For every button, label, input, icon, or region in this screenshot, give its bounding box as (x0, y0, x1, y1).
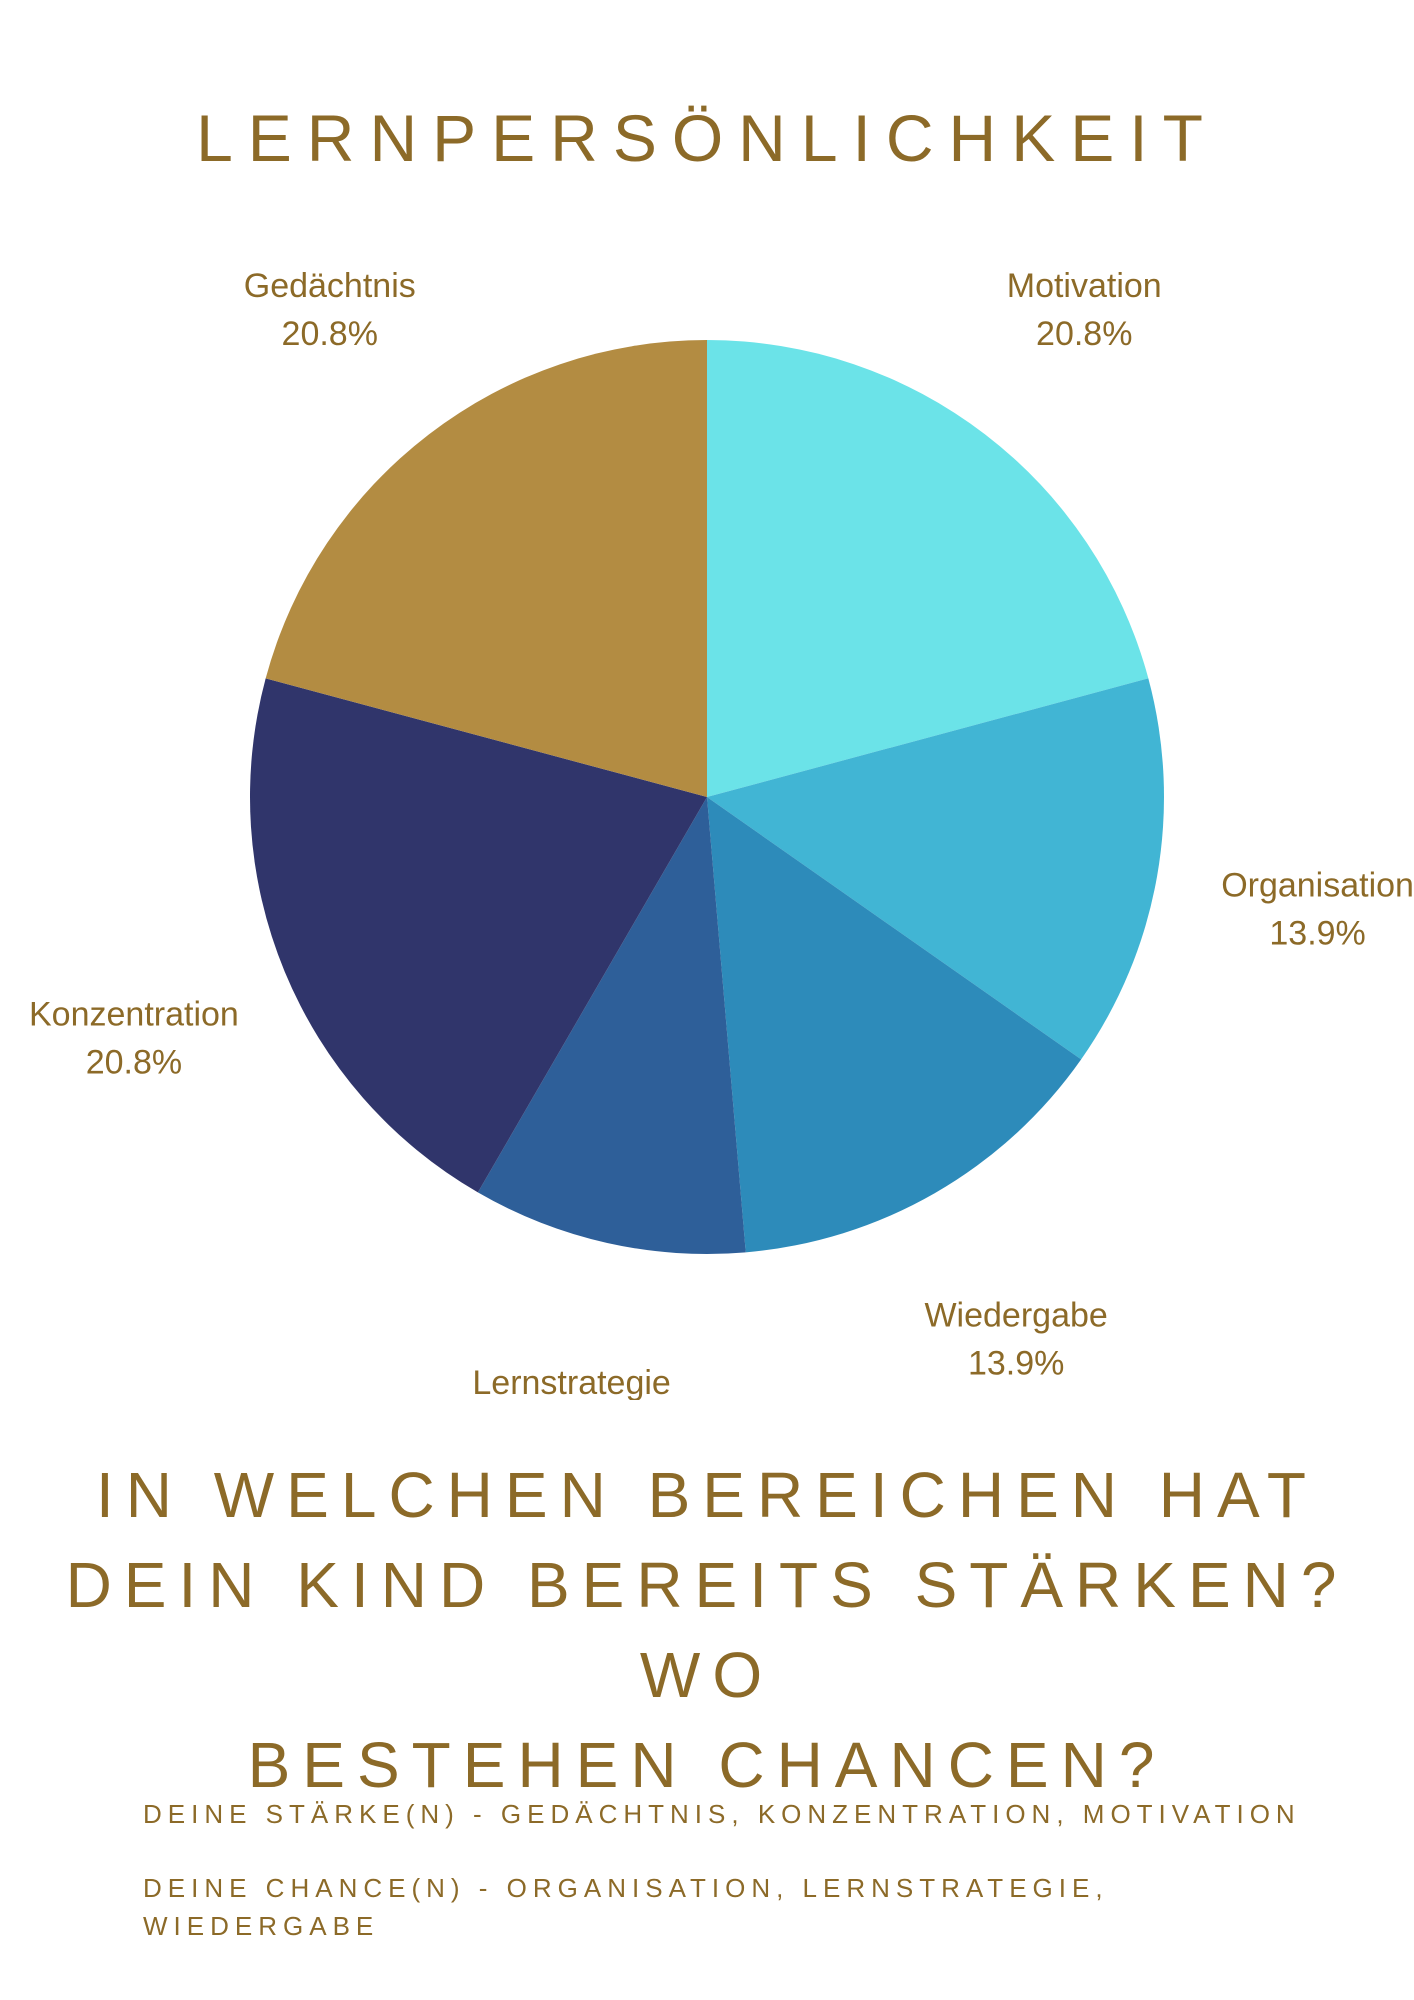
slice-value-organisation: 13.9% (1269, 915, 1365, 953)
question-line-1: IN WELCHEN BEREICHEN HAT (95, 1459, 1319, 1531)
slice-label-gedächtnis: Gedächtnis (244, 267, 416, 305)
slice-label-motivation: Motivation (1007, 267, 1162, 305)
pie-slice-wiedergabe (707, 797, 1082, 1253)
pie-labels: Motivation 20.8% Organisation 13.9% Wiederga… (29, 267, 1414, 1400)
slice-label-konzentration: Konzentration (29, 996, 239, 1034)
question-heading: IN WELCHEN BEREICHEN HAT DEIN KIND BEREI… (0, 1450, 1414, 1810)
pie-slice-organisation (707, 678, 1164, 1060)
slice-value-konzentration: 20.8% (86, 1044, 182, 1082)
page-title: LERNPERSÖNLICHKEIT (196, 101, 1218, 175)
summary-notes: DEINE STÄRKE(N) - GEDÄCHTNIS, KONZENTRAT… (143, 1795, 1343, 1981)
pie-slice-konzentration (249, 678, 707, 1193)
slice-label-organisation: Organisation (1221, 867, 1414, 905)
slice-value-wiedergabe: 13.9% (968, 1344, 1064, 1382)
question-line-2: DEIN KIND BEREITS STÄRKEN? WO (65, 1549, 1349, 1711)
slice-label-lernstrategie: Lernstrategie (472, 1364, 670, 1400)
pie-slice-gedächtnis (265, 340, 707, 797)
slice-value-motivation: 20.8% (1036, 315, 1132, 353)
pie-slice-lernstrategie (477, 797, 746, 1254)
pie-slices (249, 340, 1164, 1254)
slice-value-gedächtnis: 20.8% (282, 315, 378, 353)
slice-label-wiedergabe: Wiedergabe (924, 1296, 1107, 1334)
chances-note: DEINE CHANCE(N) - ORGANISATION, LERNSTRA… (143, 1873, 1109, 1941)
pie-slice-motivation (707, 340, 1149, 797)
pie-chart: Motivation 20.8% Organisation 13.9% Wiederga… (29, 267, 1414, 1400)
strengths-note: DEINE STÄRKE(N) - GEDÄCHTNIS, KONZENTRAT… (143, 1799, 1301, 1829)
question-line-3: BESTEHEN CHANCEN? (247, 1729, 1167, 1801)
